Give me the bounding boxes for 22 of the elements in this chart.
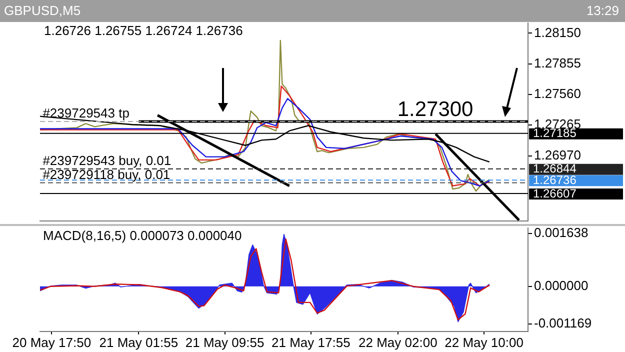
annotation: #239729543 tp [42,106,130,121]
y-tick-label: 1.27560 [534,86,581,102]
chart-title: MACD(8,16,5) 0.000073 0.000040 [43,228,242,243]
annotation: 1.27300 [397,98,474,121]
text: 13:29 [586,3,619,18]
y-tick-label: -0.001169 [534,316,592,331]
y-tick-label: 1.28150 [534,24,581,40]
x-tick-label: 20 May 17:50 [12,334,92,350]
annotation: 1.26726 1.26755 1.26724 1.26736 [44,22,243,38]
x-tick-label: 21 May 17:55 [272,334,350,350]
y-tick-label: 1.27855 [534,55,581,70]
ref-line-label: 1.26607 [533,186,577,200]
y-tick-label: 0.000000 [534,278,588,293]
x-tick-label: 22 May 02:00 [358,334,438,350]
y-tick-label: 1.26970 [534,147,581,162]
x-tick-label: 21 May 09:55 [185,334,264,350]
annotation: #239729543 buy, 0.01 [42,152,172,168]
y-tick-label: 0.001638 [534,225,588,240]
annotation: #239729118 buy, 0.01 [42,166,170,182]
chart-title: GBPUSD,M5 [4,3,81,18]
x-tick-label: 21 May 01:55 [99,334,178,350]
x-tick-label: 22 May 10:00 [444,334,524,350]
